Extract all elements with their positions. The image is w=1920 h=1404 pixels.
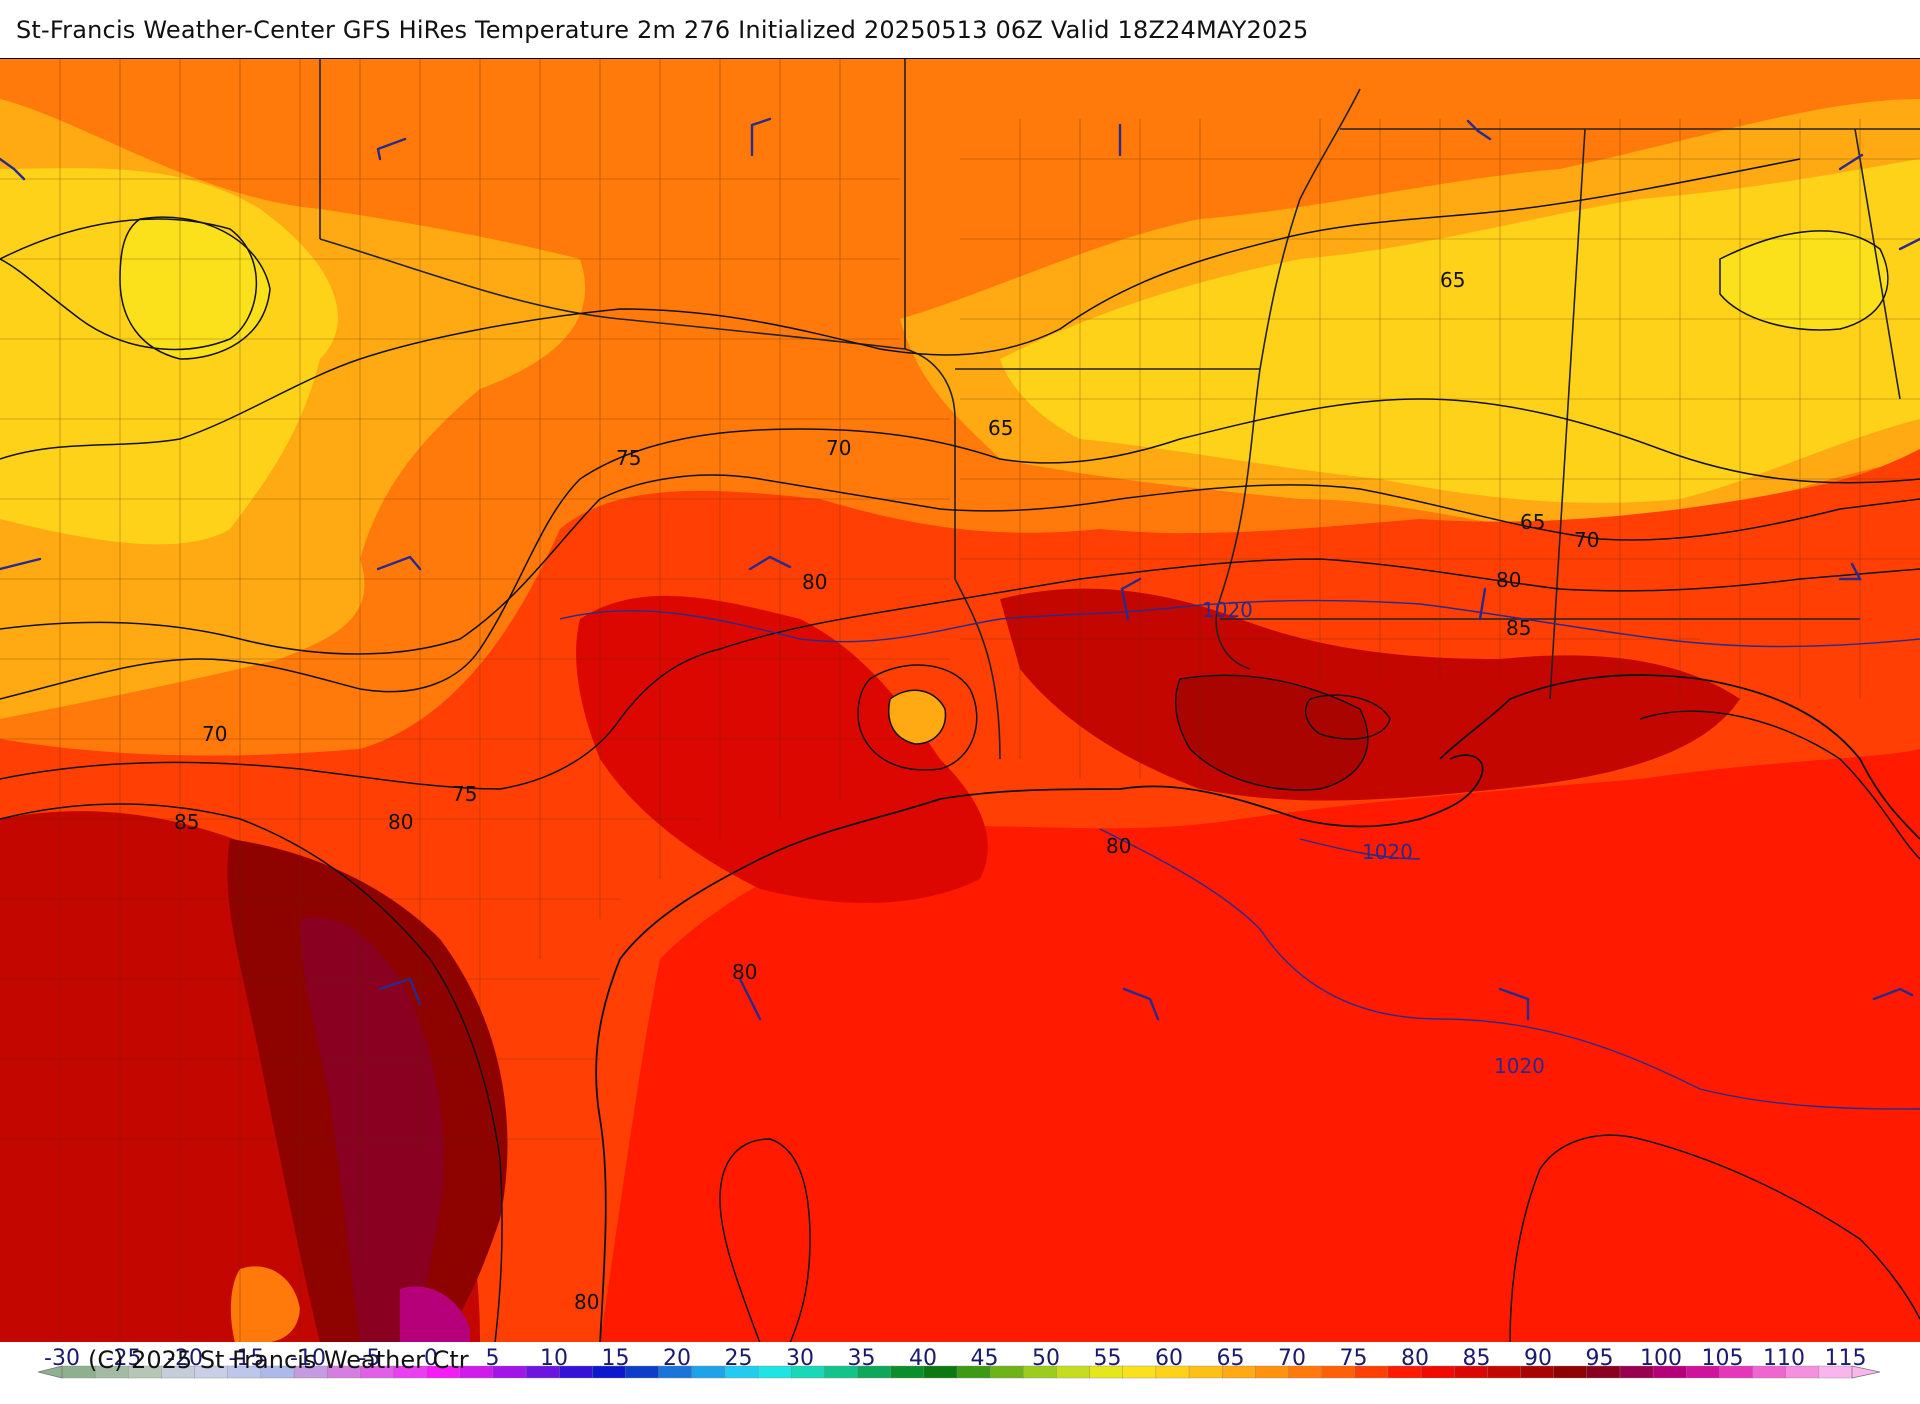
colorbar-tick-label: 45 [970,1346,999,1371]
contour-label-80: 80 [732,960,757,984]
temp-zone-yellow-core-east [1720,230,1888,330]
color-scale [0,1342,1920,1400]
temp-zone-dark-red-louisiana [1000,588,1740,801]
contour-label-70: 70 [1574,528,1599,552]
colorbar-tick-label: 85 [1462,1346,1491,1371]
temperature-contours [0,158,1920,1343]
colorbar-tick-label: 75 [1339,1346,1368,1371]
contour-label-85: 85 [174,810,199,834]
contour-label-85: 85 [1506,616,1531,640]
wind-barbs [0,117,1920,1021]
colorbar-tick-label: 95 [1585,1346,1614,1371]
colorbar-cell [1122,1365,1157,1379]
map-title: St-Francis Weather-Center GFS HiRes Temp… [16,16,1309,44]
colorbar-tick-label: 90 [1524,1346,1552,1371]
colorbar-tick-label: 100 [1640,1346,1682,1371]
contour-label-65: 65 [1440,268,1465,292]
colorbar-tick-label: -5 [358,1346,381,1371]
colorbar-tick-label: 70 [1278,1346,1306,1371]
isobar-label-1020: 1020 [1362,840,1413,864]
colorbar-tick-label: -10 [290,1346,326,1371]
colorbar-cell [1056,1365,1091,1379]
temp-zone-purple-spot [400,1286,470,1343]
colorbar-cell [625,1365,660,1379]
colorbar-tick-label: 110 [1763,1346,1805,1371]
contour-labels: 65 65 65 70 70 70 75 75 80 80 80 80 80 8… [174,268,1599,1314]
colorbar-tick-label: -15 [228,1346,265,1371]
isobar-label-1020: 1020 [1202,598,1253,622]
contour-label-80: 80 [1496,568,1521,592]
map-canvas: 65 65 65 70 70 70 75 75 80 80 80 80 80 8… [0,59,1920,1343]
temp-zone-maroon-core [1175,675,1368,790]
weather-map[interactable]: 65 65 65 70 70 70 75 75 80 80 80 80 80 8… [0,58,1920,1343]
colorbar-tick-label: 40 [909,1346,937,1371]
colorbar-cell [1553,1365,1588,1379]
isobars [559,599,1920,1110]
colorbar-tick-label: 35 [847,1346,876,1371]
colorbar-tick-label: 60 [1155,1346,1183,1371]
contour-label-80: 80 [802,570,827,594]
temp-zone-dark-red-texas [576,595,988,903]
colorbar-tick-label: -20 [167,1346,203,1371]
contour-label-80: 80 [388,810,413,834]
temp-zone-yellow-east [1000,159,1920,503]
colorbar-cells [61,1365,1853,1379]
contour-label-65: 65 [988,416,1013,440]
contour-label-75: 75 [452,782,477,806]
colorbar-tick-label: 55 [1093,1346,1122,1371]
contour-label-80: 80 [1106,834,1131,858]
colorbar-tick-label: 15 [601,1346,630,1371]
colorbar-tick-label: -25 [105,1346,142,1371]
temp-zone-yellow-core-west [120,217,270,359]
contour-label-70: 70 [826,436,851,460]
header: St-Francis Weather-Center GFS HiRes Temp… [0,0,1920,58]
contour-label-80: 80 [574,1290,599,1314]
colorbar-tick-label: 10 [540,1346,568,1371]
colorbar-tick-label: 5 [485,1346,500,1371]
contour-label-70: 70 [202,722,227,746]
contour-label-65: 65 [1520,510,1545,534]
colorbar-tick-label: 105 [1701,1346,1744,1371]
temp-zone-cool-spot [888,690,946,744]
temp-zone-gulf-waters [600,749,1920,1343]
colorbar-tick-label: 0 [424,1346,438,1371]
temp-zone-magenta-core [300,917,444,1343]
colorbar-svg [37,1365,1881,1379]
colorbar-cell [1487,1365,1522,1379]
isobar-label-1020: 1020 [1494,1054,1545,1078]
colorbar-tick-label: 30 [786,1346,814,1371]
colorbar-cell [691,1365,726,1379]
colorbar-tick-label: 65 [1216,1346,1245,1371]
colorbar-tick-label: 50 [1032,1346,1060,1371]
colorbar-right-arrow [1851,1365,1881,1379]
colorbar-tick-label: 80 [1401,1346,1429,1371]
temp-zone-warm-spot-sw [230,1266,300,1343]
colorbar-tick-label: 115 [1824,1346,1867,1371]
colorbar-tick-label: 25 [724,1346,753,1371]
gulf-coastline [595,674,1920,1343]
colorbar-tick-label: 20 [663,1346,691,1371]
colorbar-left-arrow [37,1365,63,1379]
colorbar-tick-label: -30 [44,1346,80,1371]
contour-label-75: 75 [616,446,641,470]
copyright-notice: (C) 2025 St Francis Weather Ctr [88,1346,469,1374]
